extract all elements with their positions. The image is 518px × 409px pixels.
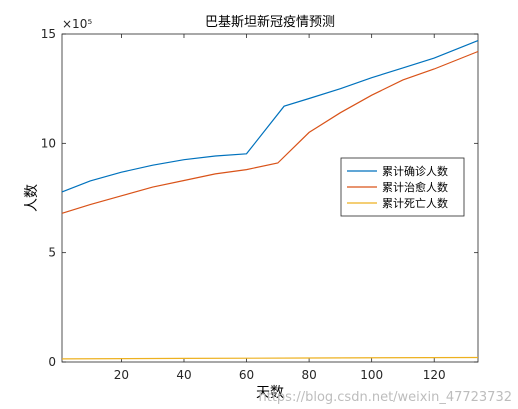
series-line-3	[61, 356, 479, 360]
y-tick-label: 15	[41, 27, 56, 41]
y-tick-label: 0	[48, 355, 56, 369]
x-tick-label: 120	[423, 368, 446, 382]
series-layer	[61, 40, 479, 360]
x-tick-label: 80	[301, 368, 316, 382]
x-tick-label: 60	[239, 368, 254, 382]
axes: 20 40 60 80 100 120 0 5 10 15	[41, 27, 479, 382]
legend-label: 累计确诊人数	[382, 164, 448, 178]
y-tick-label: 10	[41, 136, 56, 150]
x-axis-label: 天数	[256, 385, 284, 401]
series-line-2	[61, 50, 479, 214]
x-tick-label: 100	[360, 368, 383, 382]
legend-label: 累计死亡人数	[382, 196, 448, 210]
chart-title: 巴基斯坦新冠疫情预测	[205, 14, 335, 30]
y-exponent-label: ×10⁵	[62, 17, 92, 31]
plot-frame	[61, 33, 479, 363]
y-tick-label: 5	[48, 246, 56, 260]
series-line-1	[61, 40, 479, 193]
x-tick-label: 20	[114, 368, 129, 382]
legend-label: 累计治愈人数	[382, 180, 448, 194]
x-tick-label: 40	[176, 368, 191, 382]
y-axis-label: 人数	[24, 184, 40, 212]
